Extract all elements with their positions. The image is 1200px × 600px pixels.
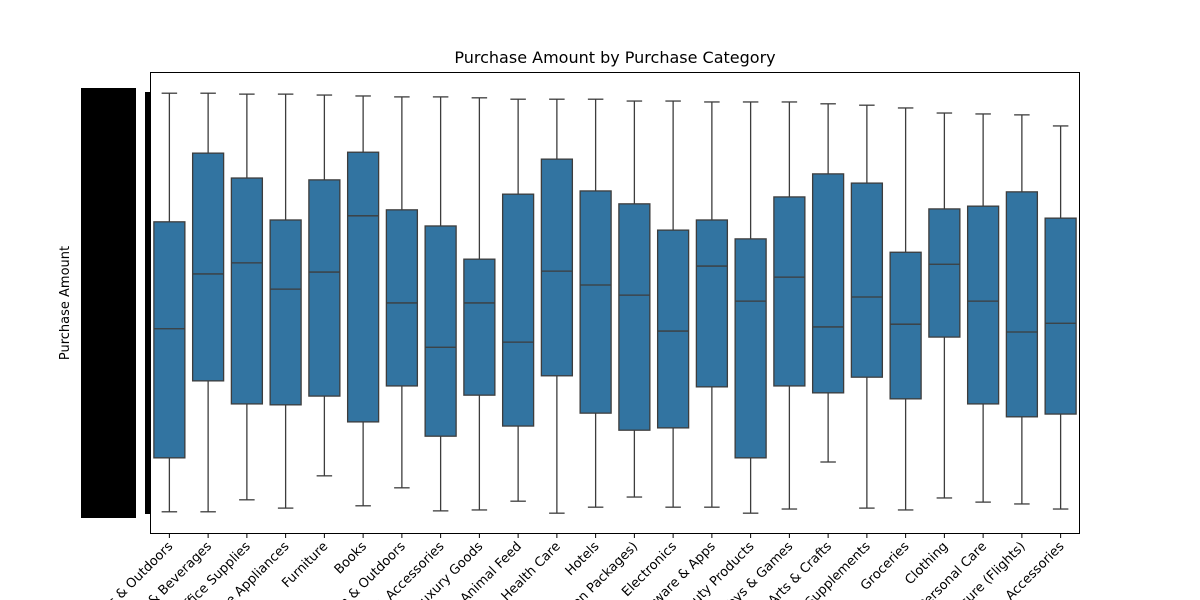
box (230, 177, 264, 405)
box (269, 219, 302, 406)
box (153, 221, 186, 459)
box (346, 151, 380, 423)
box (191, 152, 225, 382)
box (579, 190, 612, 414)
plot-frame (150, 72, 1080, 534)
chart-title: Purchase Amount by Purchase Category (454, 48, 775, 67)
box (928, 208, 961, 338)
box (618, 203, 651, 431)
box (1005, 191, 1039, 418)
box (811, 173, 845, 394)
box (1044, 217, 1077, 415)
box (463, 258, 496, 396)
overlapping-y-tick-labels (81, 88, 136, 518)
box (385, 209, 419, 387)
box (695, 219, 729, 388)
box (424, 225, 457, 437)
box (656, 229, 690, 429)
box (850, 182, 884, 378)
box (308, 179, 341, 397)
box (734, 238, 767, 459)
box (501, 193, 535, 427)
dense-y-ticks (145, 92, 151, 514)
y-axis-label: Purchase Amount (58, 246, 73, 360)
box (540, 158, 574, 377)
box (966, 205, 1000, 405)
box (773, 196, 806, 387)
box (889, 251, 922, 400)
